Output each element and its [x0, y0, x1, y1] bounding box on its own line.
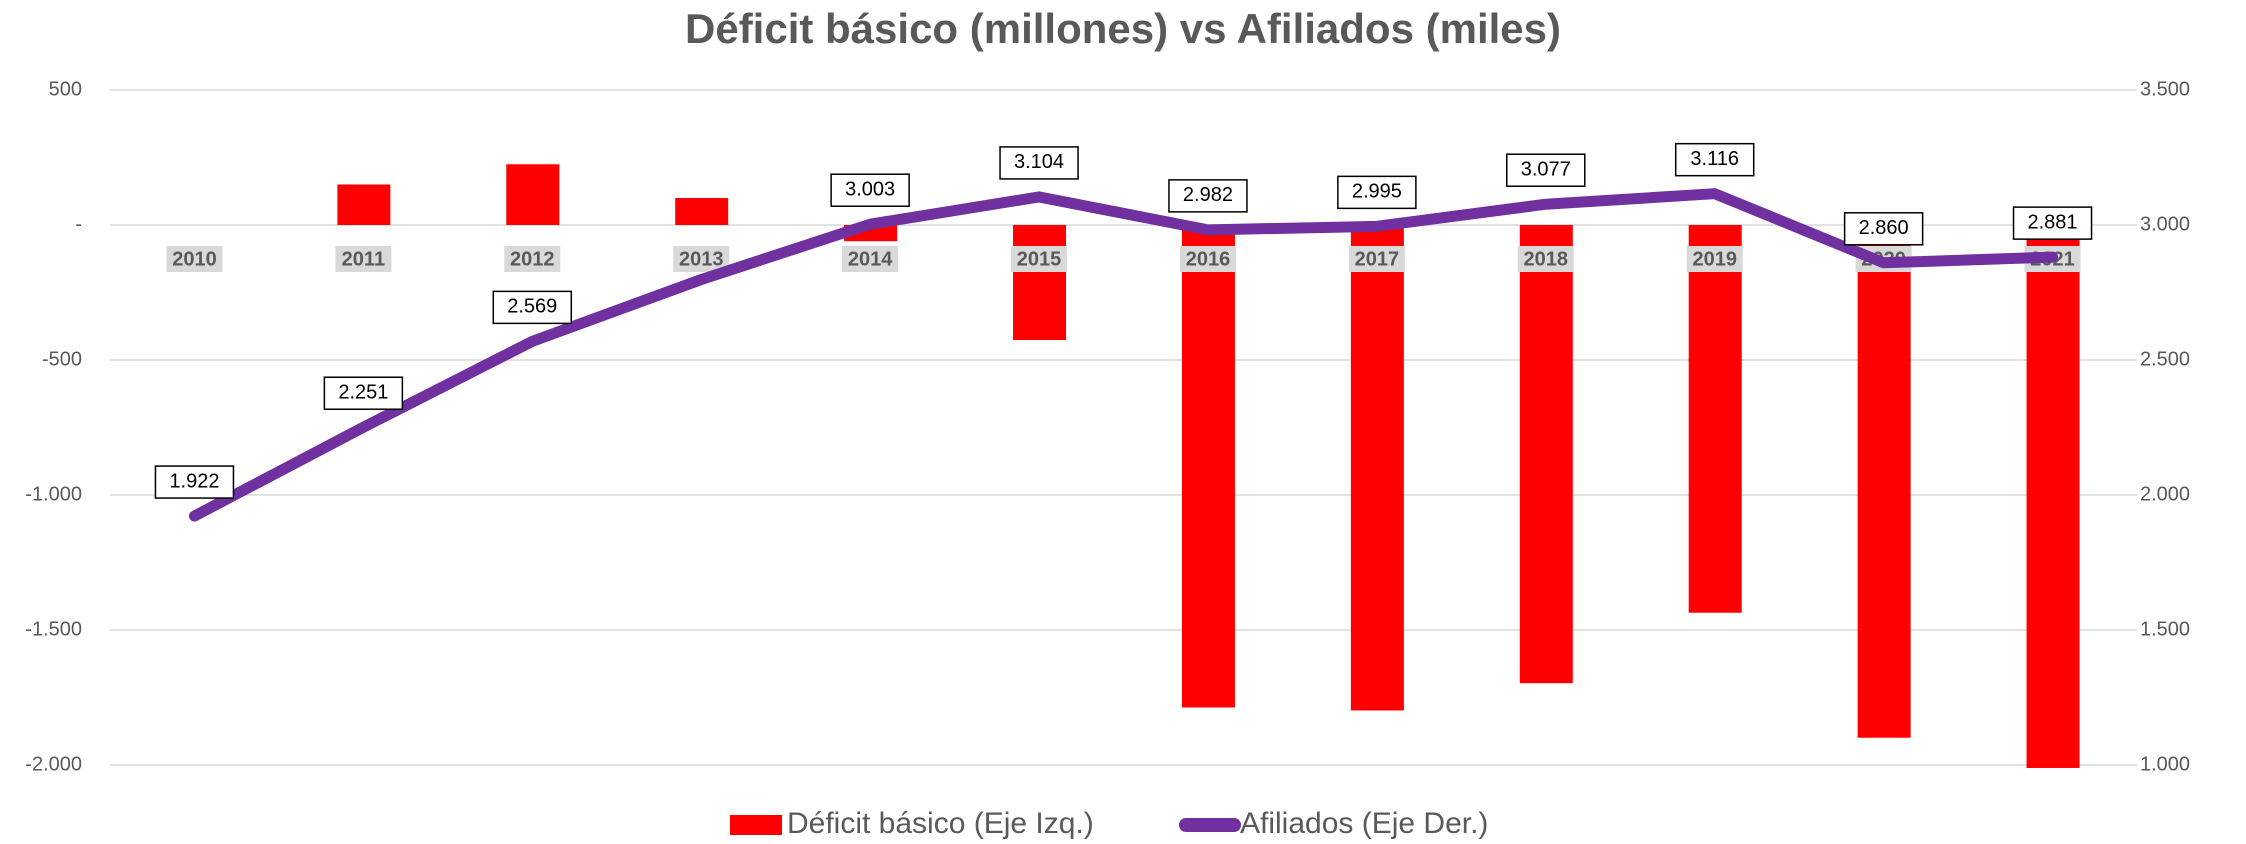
x-tick-label: 2014 [848, 248, 893, 270]
data-label: 3.077 [1521, 158, 1571, 180]
line [188, 188, 2059, 522]
bar [1181, 225, 1235, 708]
data-label-box [2012, 206, 2093, 240]
data-label: 3.116 [1690, 148, 1739, 170]
data-label: 2.251 [338, 382, 388, 404]
y-tick-label: -500 [42, 348, 82, 370]
data-label: 2.995 [1352, 181, 1402, 203]
category-label-bg [1517, 246, 1574, 272]
category-label-bg [1179, 246, 1236, 272]
x-tick-label: 2016 [1186, 248, 1231, 270]
x-tick-label: 2017 [1355, 248, 1400, 270]
data-label-box [1843, 212, 1924, 246]
y-tick-label: 500 [49, 78, 82, 100]
legend-label: Afiliados (Eje Der.) [1240, 807, 1488, 840]
data-label: 2.860 [1859, 217, 1909, 239]
x-tick-label: 2015 [1017, 248, 1062, 270]
data-label-box [1168, 179, 1248, 213]
y-tick-label: -1.500 [25, 618, 82, 640]
y2-tick-label: 1.000 [2140, 753, 2190, 775]
y2-tick-label: 3.000 [2140, 213, 2190, 235]
category-label-bg [166, 246, 223, 272]
bar [1013, 225, 1067, 341]
y2-tick-label: 1.500 [2140, 618, 2190, 640]
bar [337, 184, 391, 225]
data-label-box [1674, 142, 1755, 177]
category-label-bg [1686, 246, 1743, 272]
y-tick-label: -2.000 [25, 753, 82, 775]
bar [675, 198, 729, 225]
y2-tick-label: 2.000 [2140, 483, 2190, 505]
data-label: 2.982 [1183, 184, 1233, 206]
x-tick-label: 2011 [342, 248, 385, 270]
data-label: 2.881 [2028, 211, 2078, 233]
x-tick-label: 2012 [510, 248, 555, 270]
x-tick-label: 2019 [1692, 248, 1737, 270]
data-label-box [830, 173, 910, 207]
data-label: 2.569 [507, 296, 557, 318]
data-label-box [492, 290, 573, 325]
x-tick-label: 2018 [1524, 248, 1569, 270]
data-label-box [154, 465, 235, 499]
category-label-bg [1348, 246, 1405, 272]
category-label-bg [842, 246, 899, 272]
y2-tick-label: 2.500 [2140, 348, 2190, 370]
bar [1857, 225, 1911, 738]
category-label-bg [504, 246, 561, 272]
bar [1688, 225, 1742, 613]
x-tick-label: 2010 [172, 248, 217, 270]
data-label: 3.003 [845, 178, 895, 200]
bar [506, 164, 560, 225]
x-tick-label: 2013 [679, 248, 724, 270]
y-tick-label: -1.000 [25, 483, 82, 505]
category-label-bg [1011, 246, 1068, 272]
bar [1350, 225, 1404, 711]
data-label: 3.104 [1014, 151, 1064, 173]
data-label-box [1337, 175, 1417, 210]
legend-swatch [730, 815, 782, 835]
chart-title: Déficit básico (millones) vs Afiliados (… [685, 5, 1561, 52]
category-label-bg [335, 246, 392, 272]
y2-tick-label: 3.500 [2140, 78, 2190, 100]
data-label: 1.922 [169, 470, 219, 492]
y-tick-label: - [75, 213, 82, 235]
bar [2026, 225, 2080, 768]
data-label-box [999, 146, 1079, 180]
bar [1519, 225, 1573, 684]
data-label-box [323, 376, 404, 410]
data-label-box [1506, 153, 1586, 187]
legend-label: Déficit básico (Eje Izq.) [787, 807, 1094, 840]
